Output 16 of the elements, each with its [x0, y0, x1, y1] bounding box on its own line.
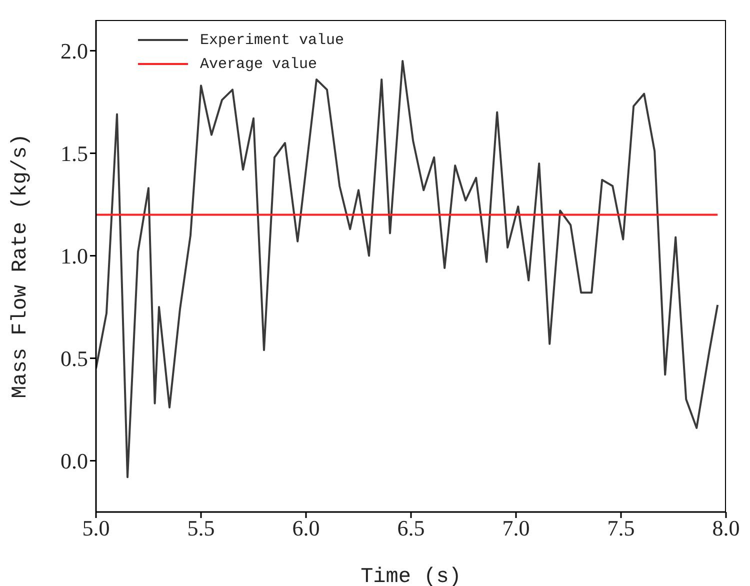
y-axis-title: Mass Flow Rate (kg/s) [9, 134, 32, 398]
legend-label: Average value [200, 56, 318, 72]
legend-label: Experiment value [200, 32, 344, 48]
y-tick-label: 0.0 [60, 448, 88, 474]
x-tick-label: 7.0 [502, 516, 530, 541]
x-tick-label: 7.5 [607, 516, 635, 541]
x-tick-label: 8.0 [712, 516, 740, 541]
x-tick-label: 6.0 [292, 516, 320, 541]
x-tick-label: 5.5 [187, 516, 215, 541]
x-tick-label: 6.5 [397, 516, 425, 541]
y-tick-label: 0.5 [60, 346, 88, 372]
x-tick-label: 5.0 [82, 516, 110, 541]
y-tick-label: 1.5 [60, 141, 88, 166]
y-tick-label: 1.0 [60, 244, 88, 269]
y-tick-label: 2.0 [60, 38, 88, 64]
x-axis-title: Time (s) [360, 566, 462, 586]
